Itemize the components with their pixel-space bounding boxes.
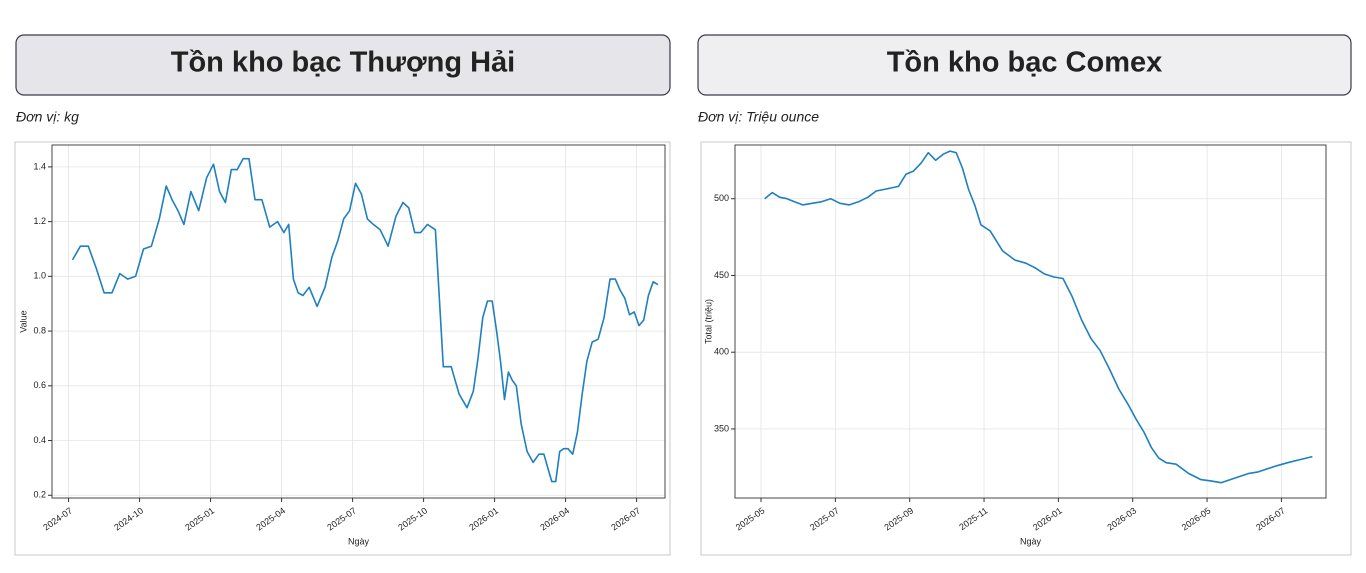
y-tick-label: 450 [714,270,729,280]
data-line [71,157,659,483]
x-axis-label: Ngày [348,536,370,546]
header-box [15,34,671,96]
y-tick-label: 0.6 [33,380,46,390]
header-title: Tồn kho bạc Thượng Hải [171,47,516,79]
unit-note: Đơn vị: kg [16,109,79,125]
chart-frame [14,141,671,556]
y-tick-label: 500 [714,193,729,203]
y-tick-label: 400 [714,347,729,357]
x-axis-label: Ngày [1020,536,1042,546]
y-tick-label: 350 [714,423,729,433]
data-line [764,150,1313,484]
unit-note: Đơn vị: Triệu ounce [698,109,819,125]
y-tick-label: 1.2 [33,216,46,226]
y-tick-label: 1.0 [33,271,46,281]
y-axis-label: Value [18,310,28,332]
y-tick-label: 1.4 [33,161,46,171]
plot-area [734,144,1327,499]
header-title: Tồn kho bạc Comex [887,47,1163,79]
y-tick-label: 0.8 [33,325,46,335]
chart-frame [700,141,1352,556]
y-axis-label: Total (triệu) [703,299,713,344]
plot-area [51,144,666,499]
header-box [697,34,1352,96]
y-tick-label: 0.4 [33,435,46,445]
y-tick-label: 0.2 [33,490,46,500]
